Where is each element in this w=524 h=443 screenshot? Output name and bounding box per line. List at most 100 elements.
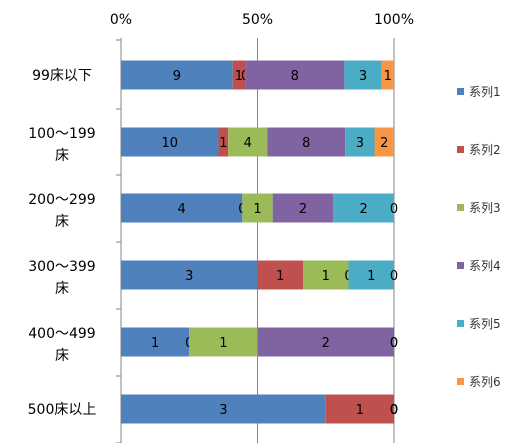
bar-segment bbox=[272, 193, 334, 223]
bar-segment bbox=[325, 394, 394, 424]
data-label: 1 bbox=[235, 69, 243, 84]
legend-label: 系列3 bbox=[469, 201, 501, 215]
category-label-line: 400～499 bbox=[28, 326, 95, 342]
data-label: 2 bbox=[380, 136, 388, 151]
legend: 系列1 系列2 系列3 系列4 系列5 系列6 bbox=[457, 85, 501, 389]
category-label-line: 300～399 bbox=[28, 259, 95, 275]
category-label-line: 床 bbox=[55, 148, 69, 164]
data-label: 3 bbox=[185, 269, 193, 284]
data-label: 0 bbox=[390, 202, 398, 217]
bar-row: 101200 bbox=[121, 327, 398, 357]
bar-segment bbox=[121, 193, 243, 223]
legend-swatch bbox=[457, 204, 464, 211]
data-label: 8 bbox=[302, 136, 310, 151]
bar-segment bbox=[121, 327, 190, 357]
data-label: 0 bbox=[390, 336, 398, 351]
data-label: 1 bbox=[367, 269, 375, 284]
bar-row: 910831 bbox=[121, 60, 394, 90]
category-label: 300～399 床 bbox=[28, 259, 95, 297]
bar-segment bbox=[228, 127, 268, 157]
legend-swatch bbox=[457, 262, 464, 269]
data-label: 1 bbox=[151, 336, 159, 351]
legend-item: 系列2 bbox=[457, 143, 501, 157]
bar-segment bbox=[121, 260, 258, 290]
bar-segment bbox=[267, 127, 346, 157]
gridlines bbox=[120, 38, 395, 443]
bars: 9108311014832401220311010101200310000 bbox=[121, 60, 398, 424]
data-label: 0 bbox=[390, 336, 398, 351]
bar-segment bbox=[345, 127, 375, 157]
data-label: 2 bbox=[360, 202, 368, 217]
category-label-line: 床 bbox=[55, 214, 69, 230]
legend-label: 系列5 bbox=[469, 317, 501, 331]
data-label: 3 bbox=[356, 136, 364, 151]
data-label: 1 bbox=[253, 202, 261, 217]
bar-segment bbox=[257, 327, 394, 357]
bar-segment bbox=[242, 193, 273, 223]
legend-swatch bbox=[457, 320, 464, 327]
bar-segment bbox=[121, 394, 326, 424]
legend-swatch bbox=[457, 88, 464, 95]
x-tick-label: 50% bbox=[242, 12, 273, 28]
data-label: 1 bbox=[322, 269, 330, 284]
bar-segment bbox=[257, 260, 303, 290]
data-label: 2 bbox=[322, 336, 330, 351]
data-label: 1 bbox=[219, 136, 227, 151]
x-tick-label: 100% bbox=[374, 12, 414, 28]
data-label: 0 bbox=[390, 403, 398, 418]
bar-segment bbox=[121, 127, 219, 157]
legend-label: 系列1 bbox=[469, 85, 501, 99]
category-label-line: 床 bbox=[55, 281, 69, 297]
legend-label: 系列4 bbox=[469, 259, 501, 273]
x-tick-label: 0% bbox=[110, 12, 132, 28]
category-label-line: 床 bbox=[55, 348, 69, 364]
data-label: 8 bbox=[291, 69, 299, 84]
bar-segment bbox=[245, 60, 345, 90]
bar-row: 10 1 4 8 3 2 bbox=[121, 127, 394, 157]
legend-swatch bbox=[457, 146, 464, 153]
data-label: 2 bbox=[299, 202, 307, 217]
category-axis bbox=[116, 39, 121, 443]
x-tick-labels: 0% 50% 100% bbox=[110, 12, 414, 28]
category-label: 400～499 床 bbox=[28, 326, 95, 364]
data-label: 3 bbox=[219, 403, 227, 418]
data-label: 0 bbox=[390, 269, 398, 284]
legend-swatch bbox=[457, 378, 464, 385]
bar-segment bbox=[189, 327, 258, 357]
bar-segment bbox=[381, 60, 394, 90]
data-label: 0 bbox=[390, 403, 398, 418]
bar-segment bbox=[333, 193, 394, 223]
category-label-line: 200～299 bbox=[28, 192, 95, 208]
data-label: 9 bbox=[173, 69, 181, 84]
category-label: 200～299 床 bbox=[28, 192, 95, 230]
data-label: 1 bbox=[356, 403, 364, 418]
bar-row: 311010 bbox=[121, 260, 398, 290]
bar-segment bbox=[232, 60, 246, 90]
bar-segment bbox=[348, 260, 394, 290]
category-labels: 99床以下 100～199 床 200～299 床 300～399 床 400～499 床 500… bbox=[28, 68, 97, 418]
category-label: 99床以下 bbox=[32, 68, 92, 84]
legend-label: 系列6 bbox=[469, 375, 501, 389]
legend-item: 系列1 bbox=[457, 85, 501, 99]
data-label: 1 bbox=[276, 269, 284, 284]
legend-item: 系列5 bbox=[457, 317, 501, 331]
legend-item: 系列6 bbox=[457, 375, 501, 389]
data-label: 4 bbox=[244, 136, 252, 151]
category-label-line: 100～199 bbox=[28, 126, 95, 142]
data-label: 0 bbox=[390, 403, 398, 418]
bar-segment bbox=[218, 127, 229, 157]
data-label: 1 bbox=[219, 336, 227, 351]
bar-segment bbox=[303, 260, 349, 290]
data-label: 1 bbox=[384, 69, 392, 84]
bar-row: 401220 bbox=[121, 193, 398, 223]
data-label: 10 bbox=[161, 136, 178, 151]
data-label: 3 bbox=[359, 69, 367, 84]
data-label: 0 bbox=[390, 403, 398, 418]
data-label: 4 bbox=[178, 202, 186, 217]
legend-item: 系列3 bbox=[457, 201, 501, 215]
category-label: 500床以上 bbox=[28, 402, 97, 418]
bar-segment bbox=[344, 60, 382, 90]
legend-item: 系列4 bbox=[457, 259, 501, 273]
